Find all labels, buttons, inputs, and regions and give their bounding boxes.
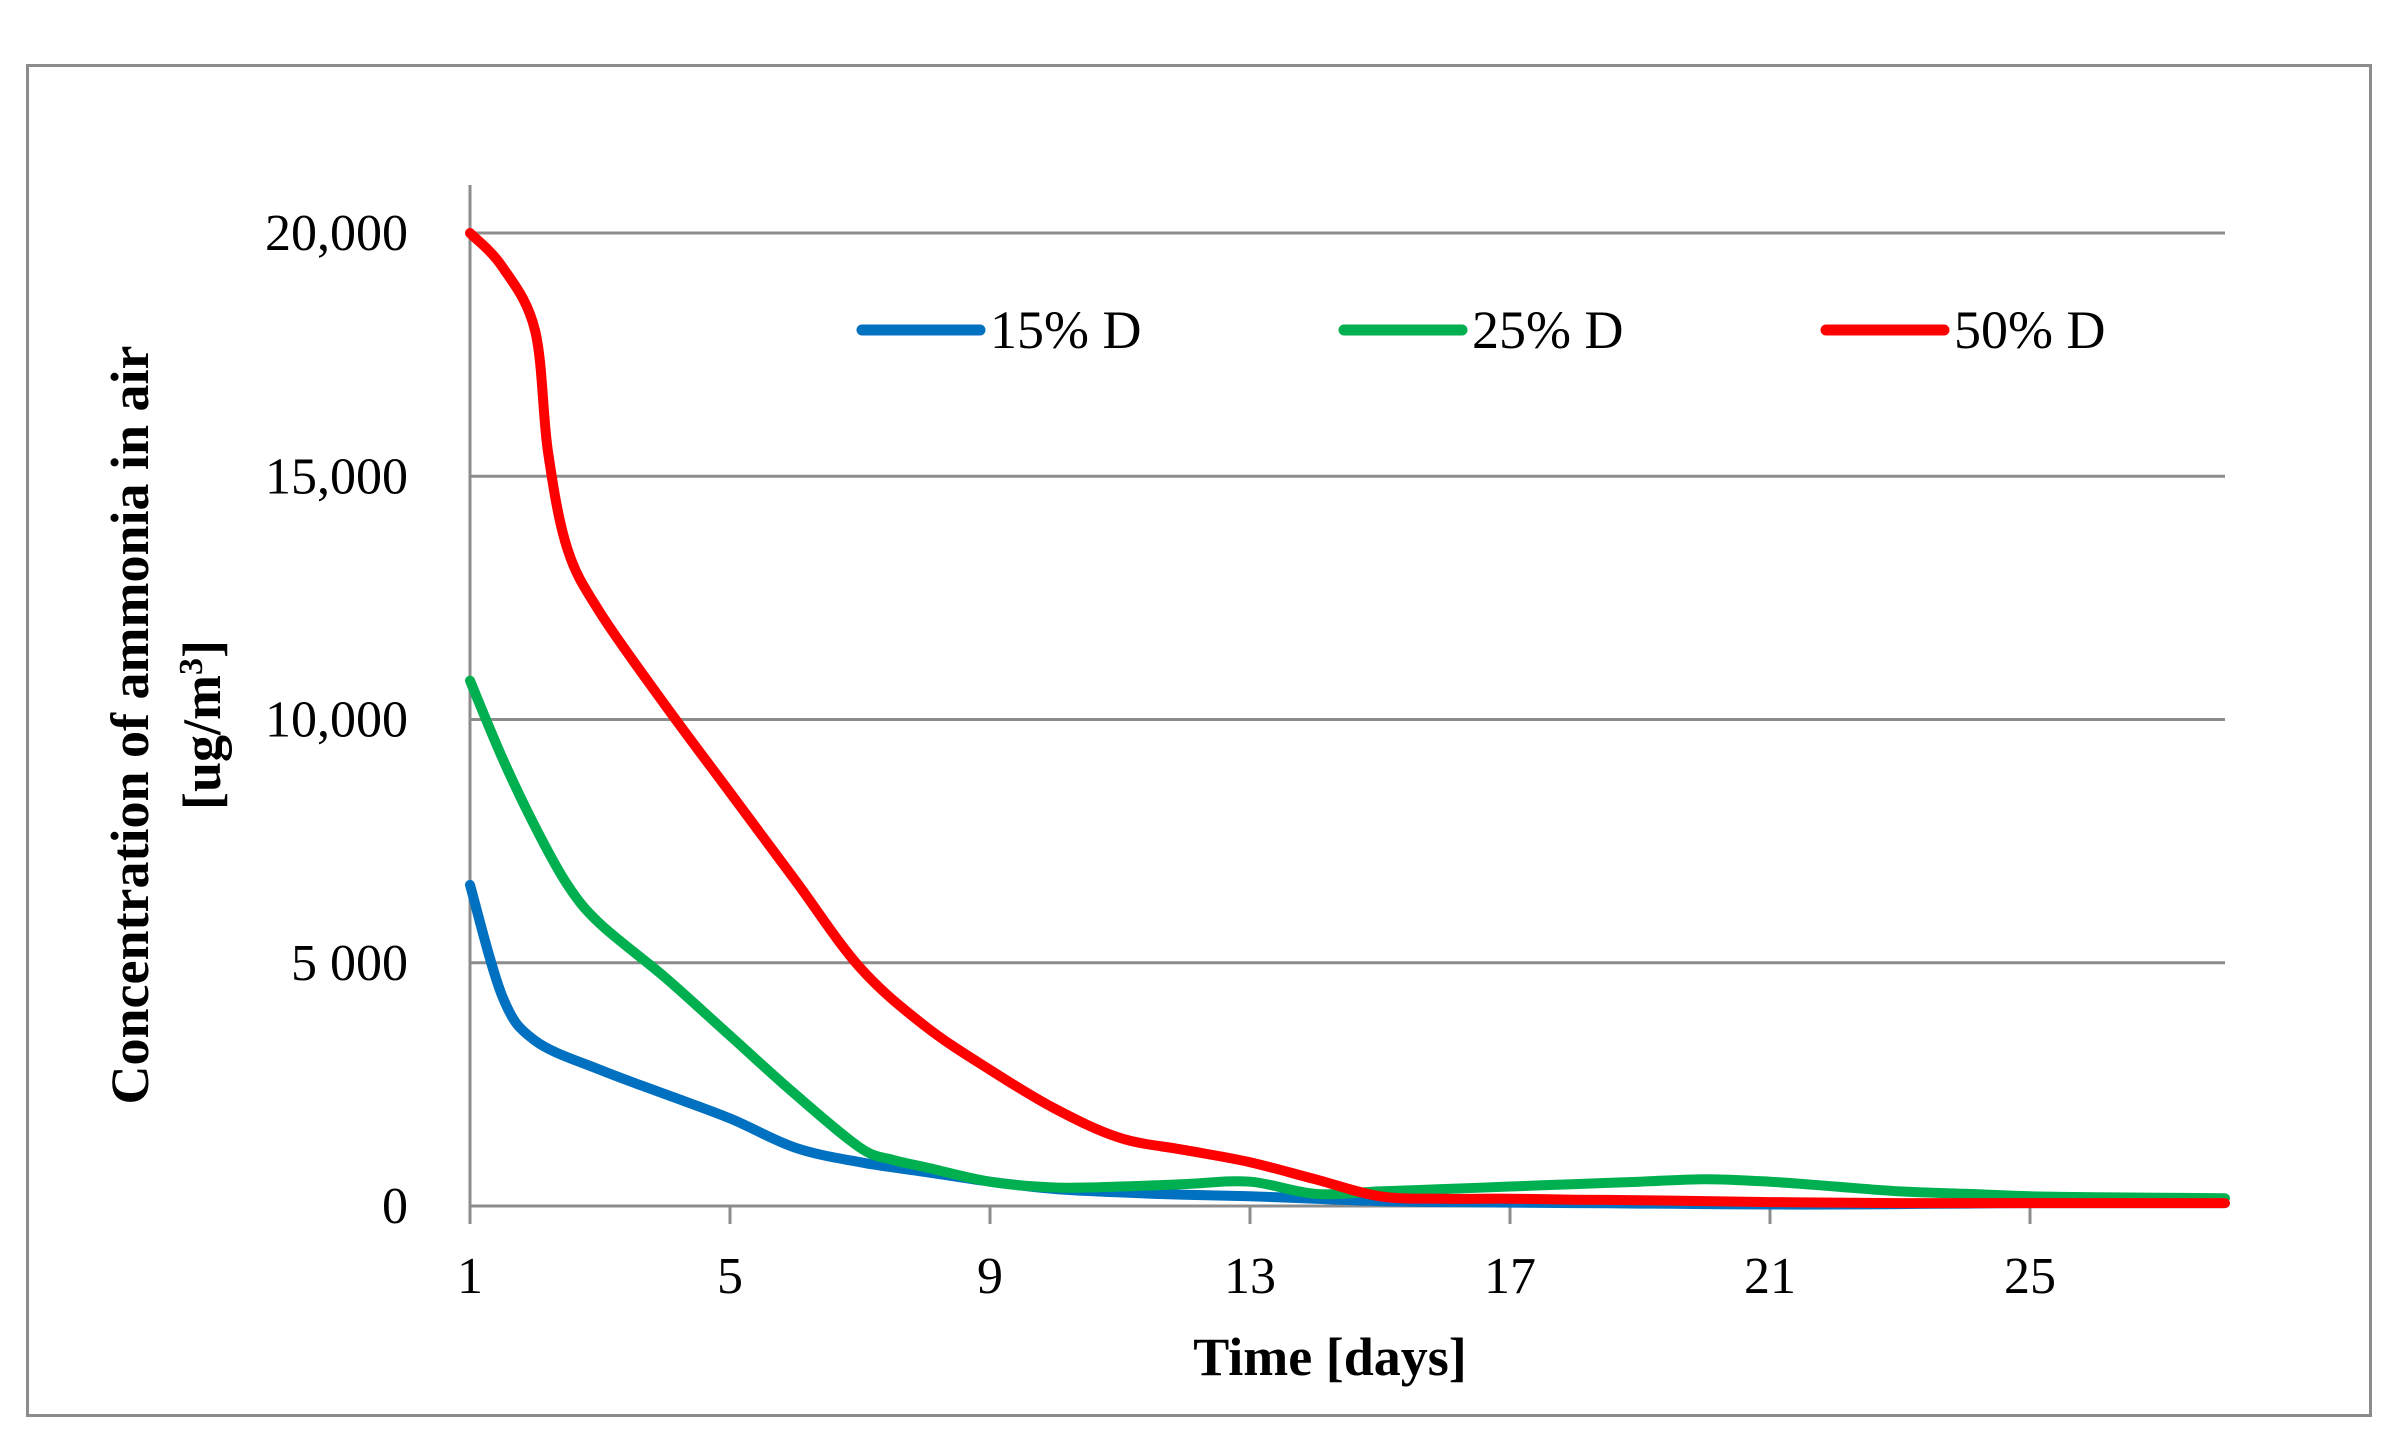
series-layer	[465, 228, 2230, 1210]
series-line-3	[465, 228, 2230, 1209]
x-tick-label-5: 5	[717, 1248, 743, 1305]
y-axis-title-line2: [ug/m3]	[172, 640, 232, 810]
x-tick-label-25: 25	[2004, 1248, 2056, 1305]
x-tick-label-13: 13	[1224, 1248, 1276, 1305]
axes-layer: 0 5 000 10,000 15,000 20,000 1 5 9 13 17 21 25	[265, 185, 2225, 1305]
x-axis-title: Time [days]	[1193, 1327, 1467, 1387]
y-axis-title: Concentration of ammonia in air [ug/m3]	[100, 346, 232, 1105]
grid-layer	[470, 231, 2225, 965]
x-tick-label-1: 1	[457, 1248, 483, 1305]
legend-label-2: 25% D	[1472, 300, 1623, 360]
legend-label-1: 15% D	[990, 300, 1141, 360]
x-tick-label-17: 17	[1484, 1248, 1536, 1305]
y-tick-label-10000: 10,000	[265, 692, 408, 749]
x-tick-label-9: 9	[977, 1248, 1003, 1305]
legend-label-3: 50% D	[1954, 300, 2105, 360]
series-line-2	[465, 675, 2230, 1204]
y-tick-label-20000: 20,000	[265, 205, 408, 262]
y-tick-label-5000: 5 000	[291, 935, 408, 992]
y-tick-label-15000: 15,000	[265, 448, 408, 505]
x-tick-label-21: 21	[1744, 1248, 1796, 1305]
legend: 15% D 25% D 50% D	[856, 300, 2105, 360]
y-axis-title-line1: Concentration of ammonia in air	[100, 346, 160, 1105]
y-axis-unit-superscript: 3	[173, 658, 210, 675]
y-axis-unit-prefix: [ug/m	[172, 675, 232, 810]
y-axis-unit-suffix: ]	[172, 640, 232, 658]
y-tick-label-0: 0	[382, 1178, 408, 1235]
